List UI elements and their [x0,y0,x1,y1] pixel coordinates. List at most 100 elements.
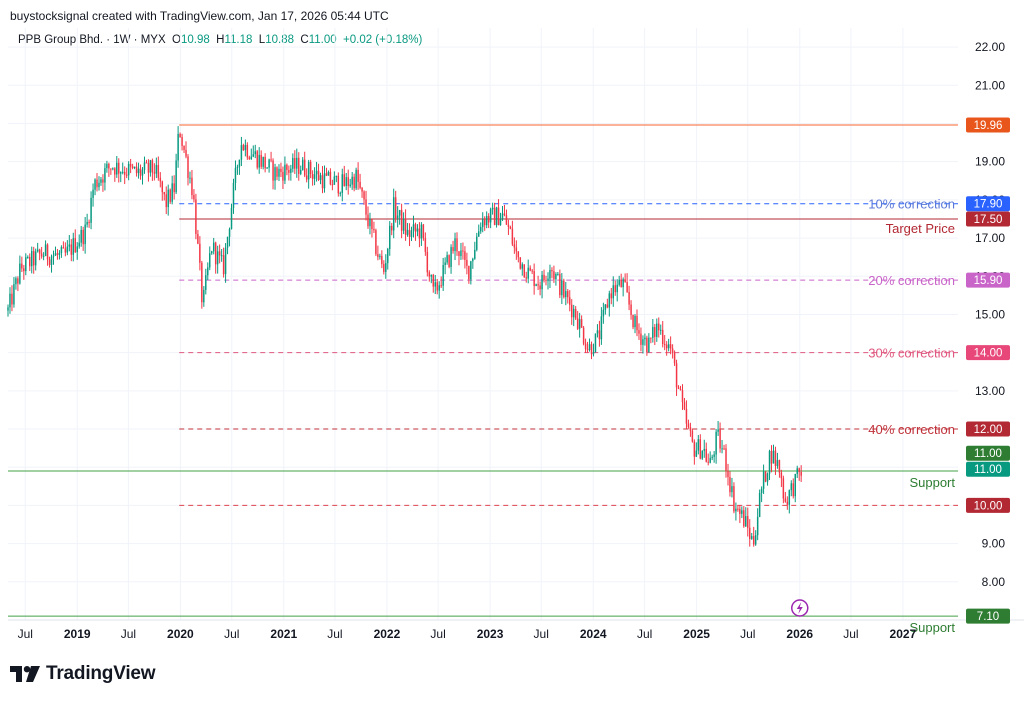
candle-body [120,172,122,174]
candle [246,142,249,160]
candle [383,260,385,275]
candle [68,234,71,252]
candle-body [505,215,508,225]
candle [153,163,156,181]
candle [729,471,731,497]
candle-body [598,330,601,340]
candle-body [699,439,702,459]
candle [17,276,19,292]
candle-body [537,284,539,286]
candle-body [84,224,86,245]
candle [731,477,733,498]
candle-body [311,174,314,179]
candle-body [570,304,573,318]
candle [300,165,302,176]
candle-body [38,249,41,254]
candle-body [626,282,628,292]
candle [181,133,183,151]
time-axis[interactable]: Jul 2019 Jul 2020 Jul 2021 Jul 2022 Jul 2023 Jul 20… [18,627,917,641]
candle-body [199,243,201,263]
candle [143,156,146,174]
candle-body [367,214,369,227]
candle [373,221,375,234]
candle [205,268,207,295]
candle-body [398,210,401,216]
candle [301,157,304,171]
candle-body [387,248,389,264]
candle [74,229,76,253]
candle [598,320,601,347]
candle [796,465,798,479]
candle-body [402,218,405,231]
event-icons[interactable] [791,599,809,617]
candle [567,288,569,304]
candle [489,207,492,229]
candle [721,439,723,454]
candle-body [442,264,444,286]
high-label: H [216,34,225,46]
candle-body [414,224,417,232]
candle-body [747,516,749,528]
candle [169,188,171,204]
candle [76,242,78,260]
candle [750,532,753,540]
candle-body [569,297,571,305]
candle-body [21,263,23,269]
candle [361,186,363,198]
candle [701,450,704,460]
candle-body [499,219,502,226]
candle-body [770,450,773,464]
tradingview-logo[interactable]: TradingView [10,663,156,685]
candle [709,451,711,464]
candle-body [375,230,377,255]
candle-body [66,246,69,253]
candle-body [254,151,256,155]
candle [203,286,205,307]
candle-body [274,167,276,181]
candle-body [733,486,735,512]
time-tick-label: Jul [327,627,342,641]
candle [385,254,387,279]
candle-body [329,171,332,185]
candle [189,171,191,184]
candle [58,250,61,260]
candle [561,273,563,304]
candle-body [175,160,177,193]
candle-body [171,183,173,202]
candle-body [224,247,227,275]
time-tick-label: Jul [637,627,652,641]
candle-body [149,160,152,173]
candle-body [331,184,334,186]
candle [394,190,397,223]
candle-body [608,293,611,308]
time-tick-label: Jul [224,627,239,641]
candle-body [365,199,367,215]
candle-body [252,154,255,157]
candle [367,206,369,229]
candle-body [741,510,743,514]
candle-body [426,251,429,273]
candle-body [153,172,156,174]
candle [699,434,702,460]
candle-body [539,285,541,290]
candle [758,489,761,518]
candle-body [177,133,179,161]
candle-body [582,327,585,344]
candle [580,315,583,328]
candle [44,240,47,257]
candle [155,157,158,179]
candle [549,264,551,288]
candle [529,265,531,272]
candle [487,213,490,229]
dividend-flash-icon[interactable] [791,599,809,617]
candle-body [7,307,9,311]
candle-body [677,387,680,390]
candle [54,246,57,256]
horizontal-levels[interactable]: 10% correction Target Price 20% correction… [8,124,958,635]
candle [351,172,353,190]
candle-body [58,252,61,255]
candle-body [478,231,480,237]
candle-body [527,267,529,279]
candle [256,150,258,170]
